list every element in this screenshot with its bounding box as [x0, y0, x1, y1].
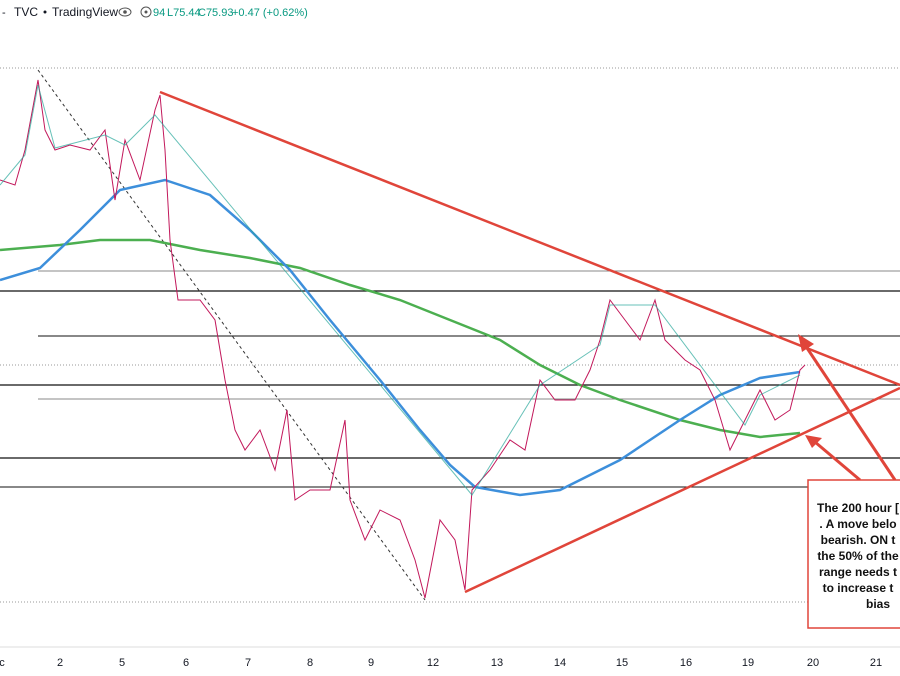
annotation-line: the 50% of the [817, 549, 899, 563]
symbol: TVC [14, 5, 38, 19]
retracement-line [37, 69, 426, 601]
annotation-line: bearish. ON t [821, 533, 896, 547]
x-tick-label: 9 [368, 657, 374, 669]
x-tick-label: 16 [680, 657, 692, 669]
annotation-line: range needs t [819, 565, 897, 579]
low: L75.44 [167, 7, 201, 19]
x-tick-label: c [0, 657, 5, 669]
ma-200 [0, 178, 801, 497]
header-bar [0, 0, 900, 24]
x-tick-label: 8 [307, 657, 313, 669]
ma-100 [0, 238, 801, 439]
annotation-line: bias [866, 597, 890, 611]
x-tick-label: 13 [491, 657, 503, 669]
trend-line-upper [159, 90, 900, 387]
x-tick-label: 2 [57, 657, 63, 669]
trend-line-lower [464, 386, 900, 594]
arrows [798, 334, 897, 482]
annotation-box [807, 479, 900, 629]
close: C75.93 [198, 7, 233, 19]
eye-icon[interactable] [118, 7, 132, 17]
x-tick-label: 20 [807, 657, 819, 669]
x-tick-label: 19 [742, 657, 754, 669]
x-tick-label: 7 [245, 657, 251, 669]
x-tick-label: 14 [554, 657, 566, 669]
dash: - [2, 7, 6, 19]
annotation-line: The 200 hour [ [817, 501, 899, 515]
settings-icon[interactable] [140, 6, 152, 18]
change: +0.47 (+0.62%) [232, 7, 308, 19]
annotation-line: to increase t [823, 581, 894, 595]
x-tick-label: 15 [616, 657, 628, 669]
source: TradingView [52, 5, 118, 19]
open-fragment: 94 [153, 7, 165, 19]
x-tick-label: 5 [119, 657, 125, 669]
annotation-line: . A move belo [819, 517, 896, 531]
x-tick-label: 6 [183, 657, 189, 669]
x-tick-label: 12 [427, 657, 439, 669]
price [0, 79, 806, 599]
x-tick-label: 21 [870, 657, 882, 669]
price-up [0, 84, 801, 496]
